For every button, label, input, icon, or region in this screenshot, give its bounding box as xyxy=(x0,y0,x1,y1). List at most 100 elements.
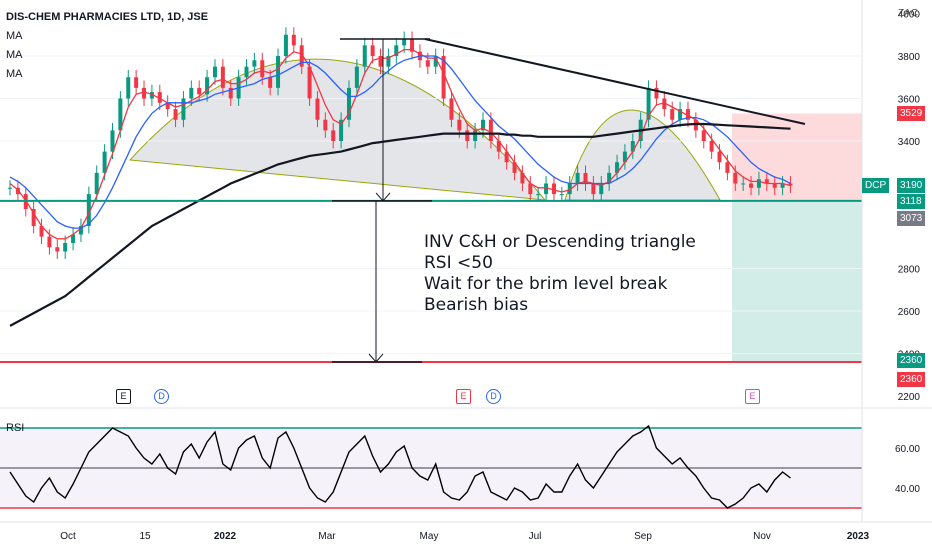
candle-body xyxy=(346,87,351,120)
candle-body xyxy=(78,226,83,235)
projection-arrowhead xyxy=(368,353,384,363)
chart-legend: DIS-CHEM PHARMACIES LTD, 1D, JSE MA MA M… xyxy=(6,8,208,84)
candle-body xyxy=(323,119,328,131)
candles xyxy=(8,27,793,259)
candle-body xyxy=(189,87,194,99)
ma-legend-3[interactable]: MA xyxy=(6,68,23,80)
price-tag-dcp-value: 3190 xyxy=(897,178,926,193)
rsi-tick-label: 40.00 xyxy=(895,484,920,495)
ma-legend-1[interactable]: MA xyxy=(6,30,23,42)
drawings xyxy=(0,38,862,363)
candle-body xyxy=(410,39,415,52)
candle-body xyxy=(591,183,596,195)
candle-body xyxy=(402,39,407,46)
candle-body xyxy=(733,172,738,184)
candle-body xyxy=(725,162,730,173)
descending-trendline xyxy=(424,38,806,125)
candle-body xyxy=(559,194,564,196)
candle-body xyxy=(465,130,470,141)
candle-body xyxy=(504,151,509,163)
candle-body xyxy=(622,151,627,163)
rsi-legend[interactable]: RSI xyxy=(6,422,25,434)
candle-body xyxy=(709,141,714,152)
candle-body xyxy=(607,172,612,184)
candle-body xyxy=(473,130,478,141)
candle-body xyxy=(662,98,667,110)
ma-legend-2[interactable]: MA xyxy=(6,49,23,61)
price-tag-brim: 3118 xyxy=(897,194,925,209)
price-tick-label: 2600 xyxy=(898,307,921,318)
candle-body xyxy=(299,45,304,67)
candle-body xyxy=(567,183,572,195)
candle-body xyxy=(354,66,359,88)
candle-body xyxy=(307,66,312,99)
candle-body xyxy=(717,151,722,163)
candle-body xyxy=(165,102,170,110)
stop-zone xyxy=(732,113,862,201)
price-tick-label: 2800 xyxy=(898,265,921,276)
time-tick-label: Oct xyxy=(60,531,76,542)
price-tick-label: 2200 xyxy=(898,392,921,403)
candle-body xyxy=(331,130,336,141)
candle-body xyxy=(252,60,257,67)
earnings-marker-2[interactable]: E xyxy=(456,389,471,404)
price-tick-label: 3600 xyxy=(898,95,921,106)
time-tick-label: 15 xyxy=(139,531,151,542)
candle-body xyxy=(512,162,517,173)
time-tick-label: Sep xyxy=(634,531,652,542)
price-tag-gray: 3073 xyxy=(897,211,926,226)
time-tick-label: Jul xyxy=(529,531,542,542)
price-tag-top: 3529 xyxy=(897,106,926,121)
time-tick-label: 2023 xyxy=(847,531,870,542)
candle-body xyxy=(149,92,154,99)
candle-body xyxy=(8,187,12,189)
candle-body xyxy=(126,77,131,99)
price-tick-label: 3800 xyxy=(898,52,921,63)
candle-body xyxy=(449,98,454,120)
annotation-line-3: Wait for the brim level break xyxy=(424,274,668,294)
candle-body xyxy=(134,77,139,88)
candle-body xyxy=(488,119,493,141)
candle-body xyxy=(260,60,265,78)
candle-body xyxy=(362,45,367,67)
candle-body xyxy=(654,87,659,99)
symbol-title[interactable]: DIS-CHEM PHARMACIES LTD, 1D, JSE xyxy=(6,11,209,23)
candle-body xyxy=(394,45,399,56)
candle-body xyxy=(520,172,525,184)
price-tag-target-red: 2360 xyxy=(897,372,926,387)
price-tick-label: 4000 xyxy=(898,10,921,21)
earnings-marker-1[interactable]: E xyxy=(116,389,131,404)
candle-body xyxy=(433,56,438,67)
candle-body xyxy=(528,183,533,195)
candle-body xyxy=(315,98,320,120)
candle-body xyxy=(370,45,375,56)
price-tag-target-green: 2360 xyxy=(897,353,926,368)
candle-body xyxy=(441,56,446,99)
candle-body xyxy=(615,162,620,173)
candle-body xyxy=(481,119,486,131)
dividend-marker-2[interactable]: D xyxy=(486,389,501,404)
candle-body xyxy=(205,77,210,95)
candle-body xyxy=(55,247,60,252)
earnings-marker-3[interactable]: E xyxy=(745,389,760,404)
candle-body xyxy=(701,130,706,141)
ma-line-1 xyxy=(9,48,791,240)
candle-body xyxy=(220,66,225,88)
candle-body xyxy=(425,60,430,67)
candle-body xyxy=(756,179,761,188)
dividend-marker-1[interactable]: D xyxy=(154,389,169,404)
candle-body xyxy=(378,56,383,67)
candle-body xyxy=(630,141,635,152)
rsi-tick-label: 60.00 xyxy=(895,444,920,455)
annotation-line-1: INV C&H or Descending triangle xyxy=(424,232,696,252)
candle-body xyxy=(118,98,123,131)
candle-body xyxy=(741,183,746,185)
candle-body xyxy=(780,183,785,188)
candle-body xyxy=(339,119,344,141)
candle-body xyxy=(764,179,769,184)
target-zone xyxy=(732,200,862,362)
ma-line-3 xyxy=(9,122,791,327)
text-annotation[interactable]: INV C&H or Descending triangle RSI <50 W… xyxy=(424,232,696,316)
moving-averages xyxy=(9,48,791,327)
